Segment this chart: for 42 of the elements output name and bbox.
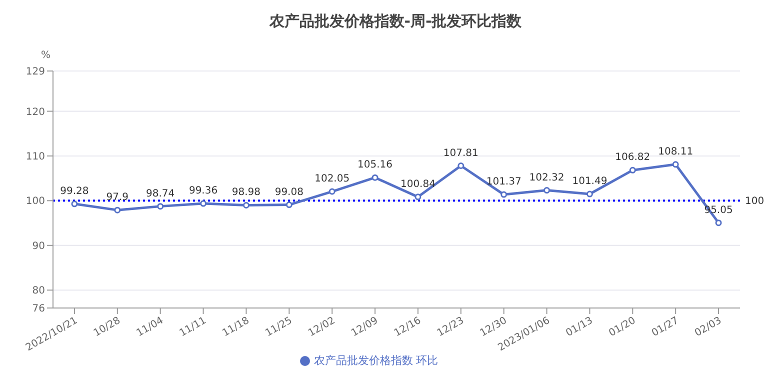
point [157,203,164,210]
data-label: 102.32 [529,172,564,184]
y-tick-label: 110 [26,152,45,163]
data-label: 99.08 [274,186,304,198]
data-label: 105.16 [358,160,393,171]
point [114,206,121,214]
point [586,190,593,198]
data-label: 97.9 [106,192,129,204]
y-tick-label: 76 [32,304,45,315]
data-label: 102.05 [314,174,350,185]
legend-label: 农产品批发价格指数 环比 [314,354,438,367]
point [372,174,378,181]
data-label: 100.84 [400,178,436,190]
point [500,191,508,198]
point [71,200,78,208]
data-label: 101.49 [572,176,608,188]
y-tick-label: 129 [26,66,45,78]
point [414,194,422,200]
chart-title: 农产品批发价格指数-周-批发环比指数 [268,12,523,31]
y-tick-label: 100 [26,196,45,208]
data-label: 108.11 [658,146,694,158]
point [286,202,292,208]
data-label: 106.82 [615,152,650,164]
data-label: 99.36 [188,186,218,197]
y-tick-label: 90 [32,240,45,252]
point [544,187,550,194]
data-label: 99.28 [60,186,89,197]
y-tick-label: 80 [32,286,45,297]
point [629,166,636,174]
data-label: 101.37 [486,176,522,188]
data-label: 107.81 [443,148,478,159]
y-axis-title: % [41,50,51,61]
data-label: 98.74 [146,188,175,200]
ref-line-label: 100 [745,196,764,208]
point [328,188,336,195]
point [200,200,207,207]
point [242,202,250,208]
point [715,220,722,226]
point [458,162,464,170]
point [672,161,679,168]
y-tick-label: 120 [26,106,45,118]
data-label: 98.98 [232,187,261,198]
